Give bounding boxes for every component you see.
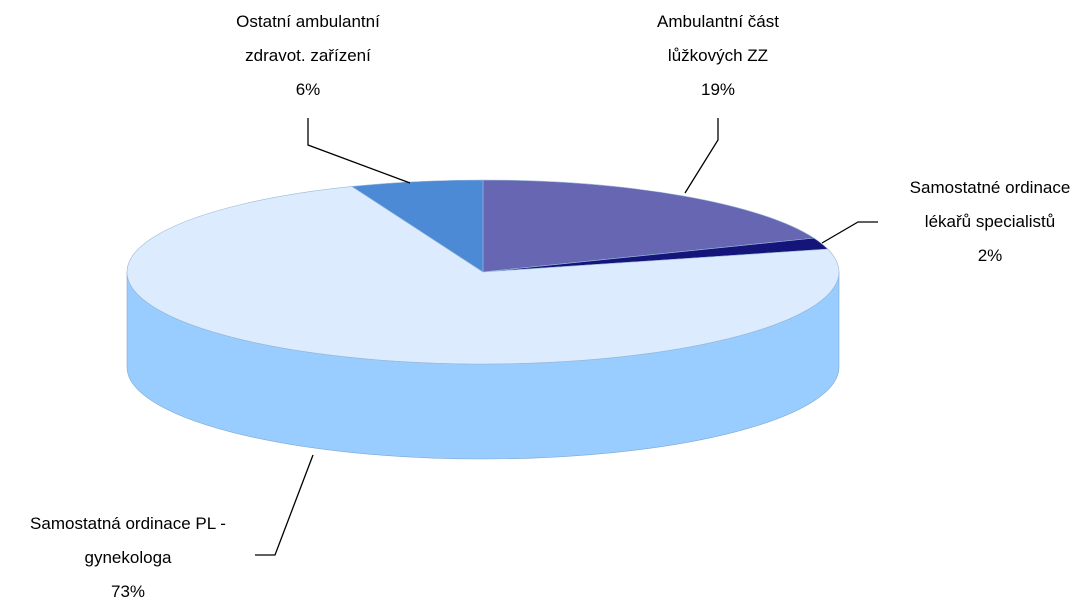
value-label: 2% bbox=[977, 246, 1003, 265]
pie-slice bbox=[351, 179, 484, 273]
category-name: Ambulantní část lůžkových ZZ bbox=[657, 12, 779, 65]
leader-line bbox=[255, 454, 314, 556]
category-name: Samostatná ordinace PL - gynekologa bbox=[30, 514, 226, 567]
category-name: Samostatné ordinace lékařů specialistů bbox=[909, 178, 1071, 231]
value-label: 6% bbox=[295, 80, 321, 99]
value-label: 73% bbox=[110, 582, 146, 601]
value-label: 19% bbox=[700, 80, 736, 99]
leader-line bbox=[684, 118, 719, 194]
pie-slice bbox=[482, 179, 815, 273]
slice-label: Samostatné ordinace lékařů specialistů 2% bbox=[895, 171, 1085, 273]
slice-label: Ambulantní část lůžkových ZZ 19% bbox=[633, 5, 803, 107]
pie-slice bbox=[126, 186, 840, 365]
slice-label: Samostatná ordinace PL - gynekologa 73% bbox=[21, 507, 236, 602]
leader-line bbox=[307, 118, 411, 184]
leader-line bbox=[821, 221, 878, 244]
category-name: Ostatní ambulantní zdravot. zařízení bbox=[236, 12, 380, 65]
slice-label: Ostatní ambulantní zdravot. zařízení 6% bbox=[216, 5, 401, 107]
